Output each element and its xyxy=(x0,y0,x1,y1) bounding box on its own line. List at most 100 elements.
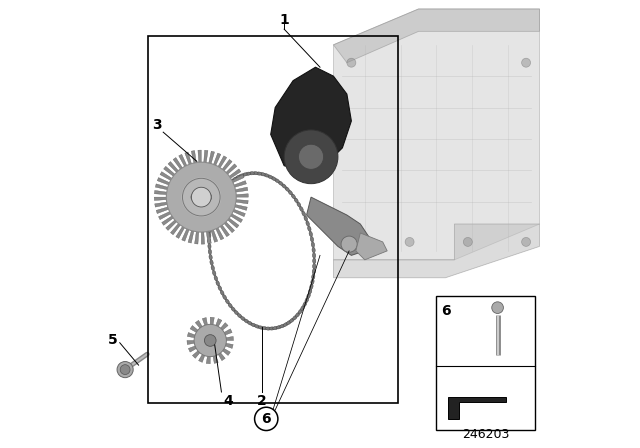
Polygon shape xyxy=(218,353,225,361)
Polygon shape xyxy=(216,228,224,240)
Polygon shape xyxy=(223,349,230,355)
Ellipse shape xyxy=(221,188,225,193)
Ellipse shape xyxy=(234,310,239,315)
Ellipse shape xyxy=(246,172,251,175)
Polygon shape xyxy=(156,184,168,190)
Ellipse shape xyxy=(308,289,312,294)
Polygon shape xyxy=(228,218,239,228)
Ellipse shape xyxy=(225,299,229,304)
Circle shape xyxy=(463,237,472,246)
Ellipse shape xyxy=(312,263,316,269)
Ellipse shape xyxy=(289,318,294,323)
Ellipse shape xyxy=(271,177,276,181)
Circle shape xyxy=(204,335,216,346)
Circle shape xyxy=(347,237,356,246)
Polygon shape xyxy=(448,397,506,419)
Ellipse shape xyxy=(257,172,262,175)
Ellipse shape xyxy=(298,309,302,314)
Ellipse shape xyxy=(287,321,291,324)
Ellipse shape xyxy=(213,203,217,208)
Ellipse shape xyxy=(251,323,256,327)
Ellipse shape xyxy=(296,313,300,317)
Ellipse shape xyxy=(210,260,213,265)
Ellipse shape xyxy=(310,284,313,289)
Ellipse shape xyxy=(312,274,315,280)
Ellipse shape xyxy=(220,290,224,295)
Polygon shape xyxy=(188,346,196,352)
Ellipse shape xyxy=(211,212,214,218)
Polygon shape xyxy=(214,153,221,165)
Polygon shape xyxy=(221,323,228,330)
Ellipse shape xyxy=(300,207,303,211)
Ellipse shape xyxy=(214,276,218,281)
Ellipse shape xyxy=(306,221,309,226)
Polygon shape xyxy=(164,166,175,176)
Ellipse shape xyxy=(309,231,312,237)
Polygon shape xyxy=(229,169,241,178)
Ellipse shape xyxy=(292,315,297,320)
Ellipse shape xyxy=(208,233,211,238)
Polygon shape xyxy=(168,162,179,172)
Ellipse shape xyxy=(260,172,266,176)
Bar xyxy=(148,36,398,403)
Circle shape xyxy=(117,362,133,378)
Ellipse shape xyxy=(236,175,241,179)
Polygon shape xyxy=(307,197,369,255)
Polygon shape xyxy=(193,351,200,358)
Ellipse shape xyxy=(294,198,298,202)
Circle shape xyxy=(405,237,414,246)
Polygon shape xyxy=(235,205,247,211)
Ellipse shape xyxy=(288,190,292,195)
Ellipse shape xyxy=(275,179,280,183)
Ellipse shape xyxy=(303,302,307,307)
Ellipse shape xyxy=(232,177,237,181)
Polygon shape xyxy=(159,211,171,220)
Ellipse shape xyxy=(312,269,316,274)
Ellipse shape xyxy=(266,327,271,330)
Polygon shape xyxy=(222,159,232,171)
Ellipse shape xyxy=(282,184,286,188)
Circle shape xyxy=(522,237,531,246)
Polygon shape xyxy=(224,329,232,335)
Ellipse shape xyxy=(212,271,216,276)
Ellipse shape xyxy=(268,175,273,179)
Polygon shape xyxy=(224,222,234,233)
Polygon shape xyxy=(195,232,199,244)
Ellipse shape xyxy=(209,249,211,254)
Ellipse shape xyxy=(312,247,315,253)
Ellipse shape xyxy=(297,202,301,207)
Circle shape xyxy=(191,187,211,207)
Polygon shape xyxy=(206,356,210,364)
Polygon shape xyxy=(211,230,218,242)
Ellipse shape xyxy=(283,323,288,327)
Ellipse shape xyxy=(308,226,311,231)
Polygon shape xyxy=(185,152,191,164)
Ellipse shape xyxy=(209,254,212,260)
Circle shape xyxy=(194,324,227,357)
Polygon shape xyxy=(155,202,167,207)
Polygon shape xyxy=(195,320,202,328)
Polygon shape xyxy=(204,150,208,163)
Text: 6: 6 xyxy=(442,304,451,318)
Ellipse shape xyxy=(211,265,214,271)
Ellipse shape xyxy=(264,173,269,177)
Ellipse shape xyxy=(311,279,314,284)
Polygon shape xyxy=(236,200,248,204)
Ellipse shape xyxy=(216,280,220,286)
Polygon shape xyxy=(233,209,245,217)
Polygon shape xyxy=(162,216,173,225)
Polygon shape xyxy=(218,156,227,168)
Wedge shape xyxy=(166,162,236,232)
Ellipse shape xyxy=(228,303,232,308)
Polygon shape xyxy=(271,67,351,170)
Circle shape xyxy=(166,162,236,232)
Circle shape xyxy=(120,365,130,375)
Ellipse shape xyxy=(312,253,316,258)
Polygon shape xyxy=(191,151,196,163)
Ellipse shape xyxy=(301,306,305,310)
Ellipse shape xyxy=(278,181,283,185)
Polygon shape xyxy=(230,214,243,223)
Ellipse shape xyxy=(212,208,215,213)
Ellipse shape xyxy=(304,216,308,221)
Polygon shape xyxy=(236,187,248,192)
